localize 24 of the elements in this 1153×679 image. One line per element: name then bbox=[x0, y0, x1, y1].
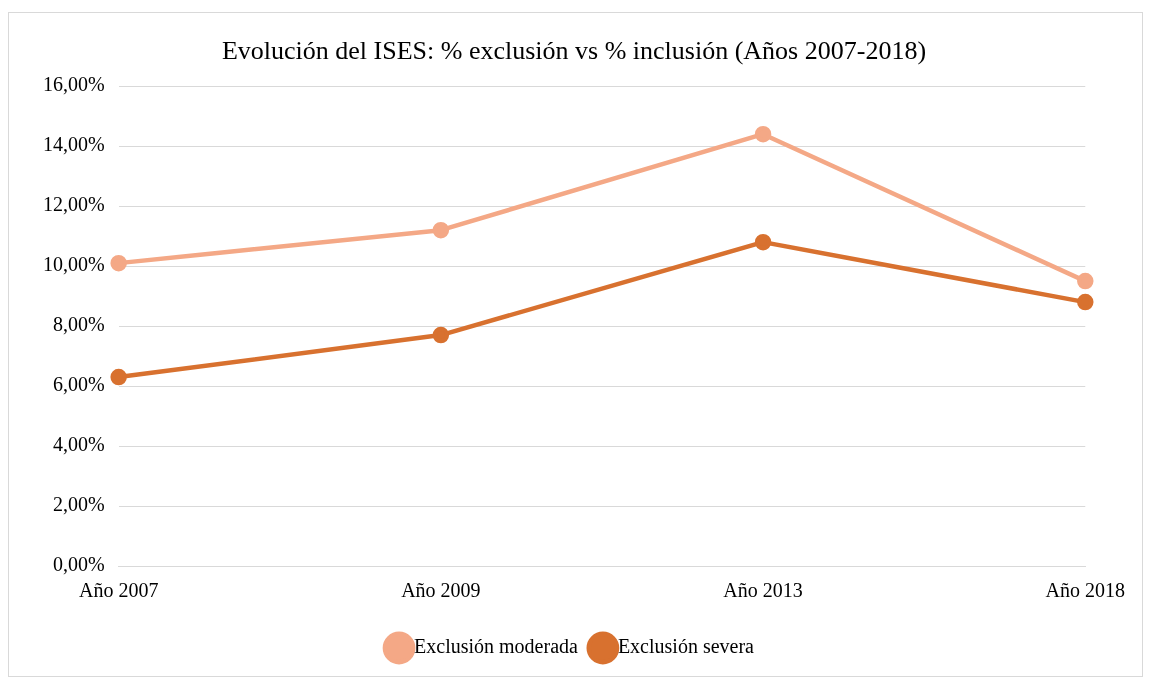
y-tick-label: 4,00% bbox=[52, 433, 105, 456]
point bbox=[110, 368, 127, 386]
y-tick-label: 6,00% bbox=[52, 373, 105, 396]
x-tick-label: Año 2013 bbox=[723, 579, 803, 602]
y-tick-label: 14,00% bbox=[42, 133, 105, 156]
x-tick-label: Año 2007 bbox=[78, 579, 159, 602]
point bbox=[110, 254, 127, 272]
point bbox=[432, 221, 450, 239]
point bbox=[754, 125, 772, 143]
point bbox=[1077, 293, 1094, 311]
y-tick-label: 8,00% bbox=[52, 313, 105, 336]
legend-label: Exclusión severa bbox=[617, 635, 755, 658]
y-tick-label: 16,00% bbox=[42, 73, 105, 96]
y-tick-label: 0,00% bbox=[52, 553, 105, 576]
legend-label: Exclusión moderada bbox=[414, 635, 579, 658]
point bbox=[432, 326, 450, 344]
y-tick-label: 10,00% bbox=[42, 253, 105, 276]
point bbox=[754, 233, 772, 251]
point bbox=[1077, 272, 1094, 290]
x-tick-label: Año 2018 bbox=[1045, 579, 1125, 602]
x-tick-label: Año 2009 bbox=[401, 579, 481, 602]
y-tick-label: 12,00% bbox=[42, 193, 105, 216]
chart-title: Evolución del ISES: % exclusión vs % inclusión (Años 2007-2018) bbox=[221, 36, 927, 66]
y-tick-label: 2,00% bbox=[52, 493, 105, 516]
